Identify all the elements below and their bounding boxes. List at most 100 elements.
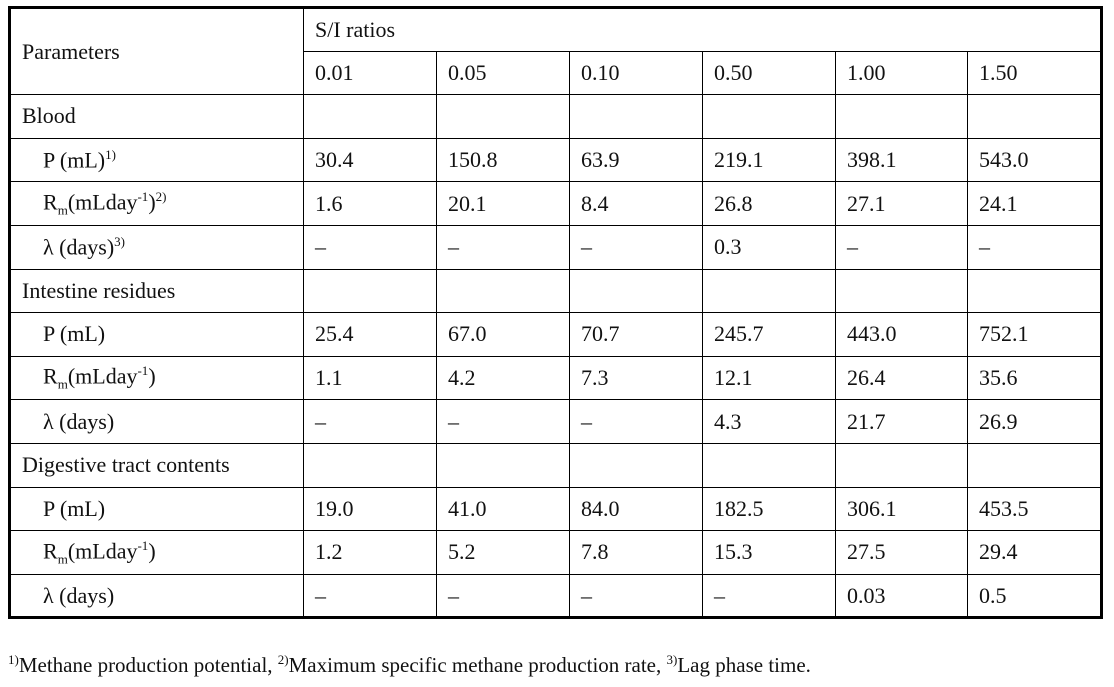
empty-cell (436, 268, 570, 314)
table-body: Parameters S/I ratios 0.01 0.05 0.10 0.50 1.… (9, 6, 1102, 619)
row-label: Rm(mLday-1) (9, 530, 304, 575)
data-row: λ (days)3) – – –0.3– – (9, 224, 1102, 270)
value-cell: – (702, 573, 836, 619)
row-label: Rm(mLday-1)2) (9, 181, 304, 226)
ratio-header: 1.00 (835, 50, 968, 96)
value-cell: 4.3 (702, 399, 836, 444)
footnote-mark: 3) (666, 652, 678, 667)
data-row: Rm(mLday-1)2) 1.6 20.1 8.4 26.8 27.1 24.1 (9, 181, 1102, 226)
empty-cell (436, 94, 570, 139)
data-row: P (mL) 19.0 41.0 84.0 182.5 306.1 453.5 (9, 486, 1102, 532)
label-part: -1 (137, 188, 149, 204)
row-label: P (mL) (9, 312, 304, 357)
ratio-header: 0.50 (702, 50, 836, 96)
value-cell: 8.4 (569, 181, 703, 226)
row-label: λ (days) (9, 399, 304, 444)
empty-cell (835, 94, 968, 139)
value-cell: 0.3 (702, 224, 836, 270)
data-row: Rm(mLday-1) 1.2 5.2 7.8 15.3 27.5 29.4 (9, 530, 1102, 575)
value-cell: 29.4 (967, 530, 1102, 575)
empty-cell (569, 94, 703, 139)
value-cell: 398.1 (835, 137, 968, 183)
value-cell: 27.1 (835, 181, 968, 226)
row-label: λ (days)3) (9, 224, 304, 270)
data-row: Rm(mLday-1) 1.1 4.2 7.3 12.1 26.4 35.6 (9, 355, 1102, 401)
label-part: (mLday (67, 537, 138, 563)
value-cell: 306.1 (835, 486, 968, 532)
footnote-text: Methane production potential, (18, 653, 278, 677)
value-cell: 1.1 (303, 355, 437, 401)
empty-cell (702, 94, 836, 139)
value-cell: 35.6 (967, 355, 1102, 401)
label-part: m (57, 202, 68, 218)
value-cell: 30.4 (303, 137, 437, 183)
ratio-header: 0.05 (436, 50, 570, 96)
value-cell: – (835, 224, 968, 270)
value-cell: – (569, 224, 703, 270)
data-row: P (mL) 25.4 67.0 70.7 245.7 443.0 752.1 (9, 312, 1102, 357)
empty-cell (835, 442, 968, 488)
value-cell: 15.3 (702, 530, 836, 575)
label-part: ) (148, 537, 156, 563)
value-cell: – (303, 224, 437, 270)
value-cell: 19.0 (303, 486, 437, 532)
group-name: Intestine residues (9, 268, 304, 314)
value-cell: 1.6 (303, 181, 437, 226)
empty-cell (967, 268, 1102, 314)
value-cell: – (967, 224, 1102, 270)
group-name: Blood (9, 94, 304, 139)
label-part: ) (148, 189, 156, 215)
value-cell: 21.7 (835, 399, 968, 444)
value-cell: 443.0 (835, 312, 968, 357)
footnote: 1)Methane production potential, 2)Maximu… (8, 652, 811, 678)
value-cell: 245.7 (702, 312, 836, 357)
value-cell: 70.7 (569, 312, 703, 357)
row-label: Rm(mLday-1) (9, 355, 304, 401)
empty-cell (303, 268, 437, 314)
value-cell: 182.5 (702, 486, 836, 532)
value-cell: 41.0 (436, 486, 570, 532)
data-row: λ (days) – – –4.3 21.7 26.9 (9, 399, 1102, 444)
value-cell: 27.5 (835, 530, 968, 575)
header-row: Parameters S/I ratios (9, 6, 1102, 96)
label-part: (mLday (67, 363, 138, 389)
label-part: m (57, 376, 68, 392)
footnote-mark: 2) (277, 652, 289, 667)
value-cell: 7.8 (569, 530, 703, 575)
value-cell: 63.9 (569, 137, 703, 183)
data-row: λ (days) – – – –0.03 0.5 (9, 573, 1102, 619)
value-cell: 4.2 (436, 355, 570, 401)
label-part: λ (days) (43, 234, 115, 260)
value-cell: 5.2 (436, 530, 570, 575)
label-part: m (57, 551, 68, 567)
value-cell: 26.8 (702, 181, 836, 226)
value-cell: 20.1 (436, 181, 570, 226)
value-cell: 150.8 (436, 137, 570, 183)
value-cell: – (436, 399, 570, 444)
header-cell: S/I ratios (303, 7, 1102, 52)
empty-cell (303, 442, 437, 488)
value-cell: 26.9 (967, 399, 1102, 444)
value-cell: 7.3 (569, 355, 703, 401)
value-cell: 453.5 (967, 486, 1102, 532)
value-cell: 0.03 (835, 573, 968, 619)
empty-cell (569, 442, 703, 488)
label-part: R (43, 363, 58, 389)
empty-cell (436, 442, 570, 488)
value-cell: 67.0 (436, 312, 570, 357)
value-cell: – (436, 224, 570, 270)
empty-cell (967, 442, 1102, 488)
value-cell: – (436, 573, 570, 619)
empty-cell (702, 442, 836, 488)
label-part: R (43, 189, 58, 215)
empty-cell (967, 94, 1102, 139)
ratio-header: 1.50 (967, 50, 1102, 96)
label-part: P (mL) (43, 321, 106, 347)
results-table: Parameters S/I ratios 0.01 0.05 0.10 0.50 1.… (8, 6, 1103, 620)
value-cell: 219.1 (702, 137, 836, 183)
label-part: -1 (137, 363, 149, 379)
group-row: Blood (9, 94, 1102, 139)
header-cell: Parameters (9, 6, 304, 96)
row-label: P (mL)1) (9, 137, 304, 183)
